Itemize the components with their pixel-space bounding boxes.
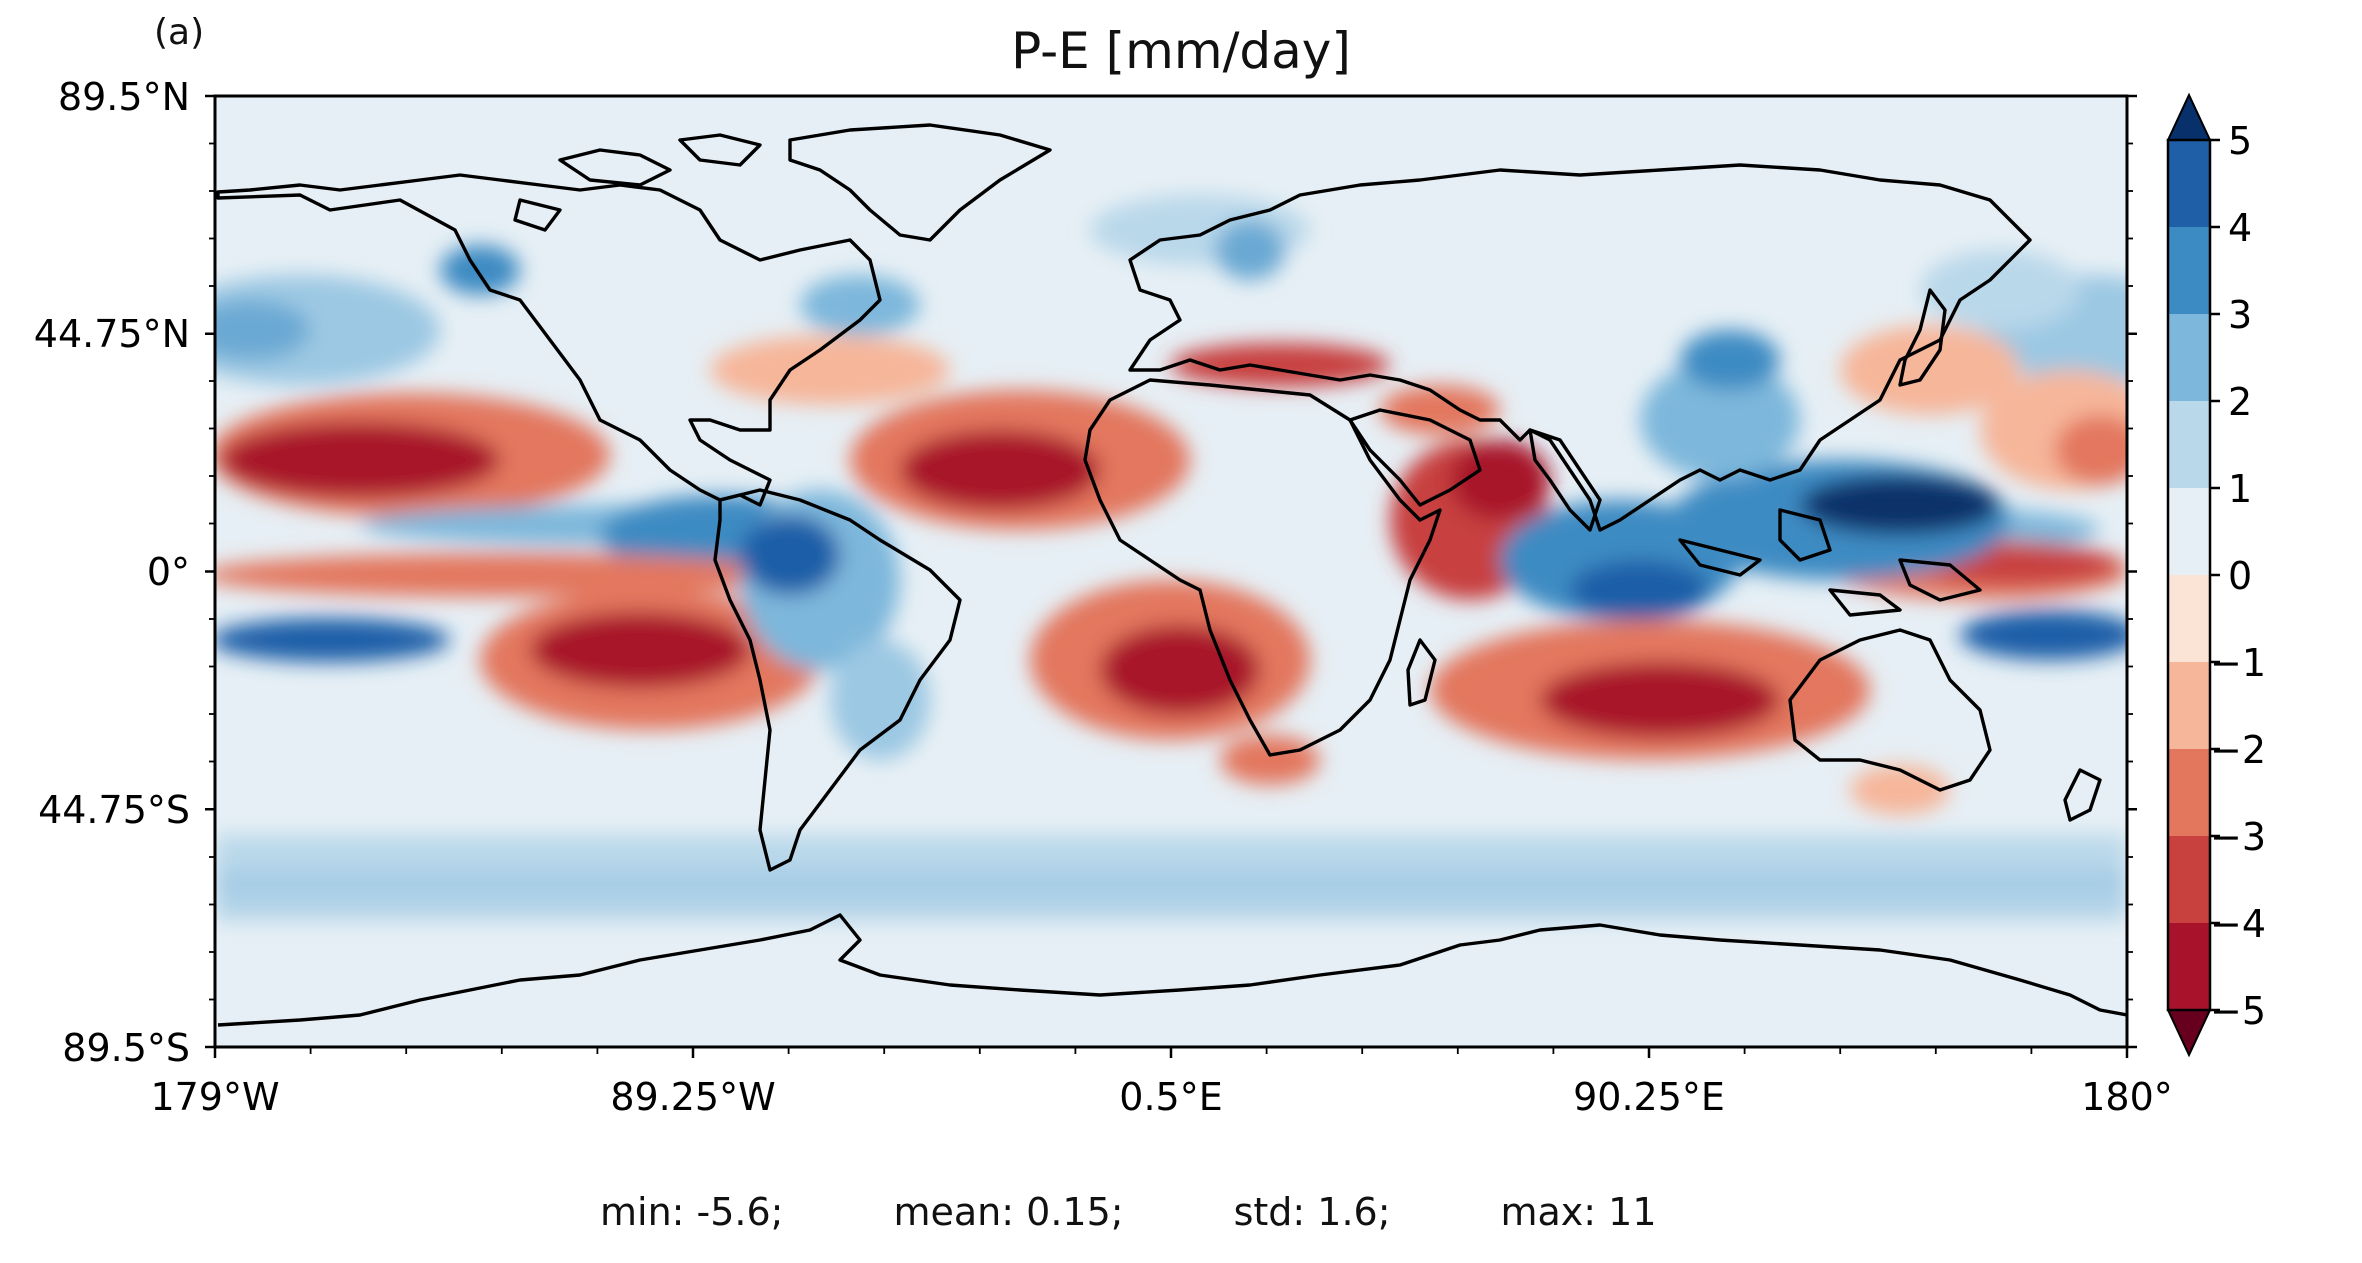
colorbar-tick-label: 4 [2228, 206, 2252, 250]
lat-tick-label: 89.5°S [62, 1026, 190, 1070]
coast-africa [1083, 378, 1442, 757]
colorbar-segment [2168, 314, 2210, 401]
stat-mean: mean: 0.15; [893, 1190, 1124, 1234]
colorbar-ticks [2210, 138, 2220, 1012]
colorbar-tick-label: −2 [2210, 728, 2266, 772]
lon-tick-label: 180° [2081, 1075, 2173, 1119]
stat-max: max: 11 [1500, 1190, 1657, 1234]
colorbar-tick-label: 1 [2228, 467, 2252, 511]
colorbar: 5 4 3 2 1 0 −1 −2 −3 −4 −5 [2166, 92, 2266, 1058]
colorbar-tick-labels: 5 4 3 2 1 0 −1 −2 −3 −4 −5 [2210, 119, 2266, 1033]
coast-antarctica [217, 913, 2127, 1027]
colorbar-segment [2168, 662, 2210, 749]
lat-tick-label: 44.75°N [34, 312, 190, 356]
coast-australia [1788, 628, 1992, 792]
colorbar-segment [2168, 227, 2210, 314]
coastlines [216, 123, 2127, 1027]
axis-ticks [205, 94, 2137, 1058]
colorbar-segment [2168, 749, 2210, 836]
colorbar-tick-label: 2 [2228, 380, 2252, 424]
stat-std: std: 1.6; [1233, 1190, 1391, 1234]
coast-madagascar [1406, 638, 1437, 707]
map-panel [213, 94, 2129, 1049]
colorbar-tick-label: 3 [2228, 293, 2252, 337]
axis-minor-ticks [209, 142, 2133, 1054]
coast-north-america [216, 173, 882, 507]
lat-tick-labels: 89.5°N 44.75°N 0° 44.75°S 89.5°S [34, 75, 190, 1070]
colorbar-tick-label: 0 [2228, 554, 2252, 598]
coast-japan [1898, 288, 1947, 387]
colorbar-segment [2168, 401, 2210, 488]
colorbar-segments [2166, 92, 2212, 1058]
colorbar-tick-label: −5 [2210, 989, 2266, 1033]
coast-south-america [713, 488, 962, 872]
lon-tick-label: 90.25°E [1573, 1075, 1725, 1119]
lon-tick-label: 179°W [150, 1075, 279, 1119]
stats-line: min: -5.6; mean: 0.15; std: 1.6; max: 11 [600, 1190, 1657, 1234]
lon-tick-labels: 179°W 89.25°W 0.5°E 90.25°E 180° [150, 1075, 2172, 1119]
map-title-text: P-E [mm/day] [1011, 22, 1351, 80]
lon-tick-label: 0.5°E [1119, 1075, 1222, 1119]
coast-new-zealand [2063, 768, 2102, 822]
colorbar-tick-label: −4 [2210, 902, 2266, 946]
lat-tick-label: 89.5°N [58, 75, 190, 119]
coast-arabia [1348, 408, 1482, 507]
colorbar-extend-min [2166, 1009, 2212, 1058]
map-title: P-E [mm/day] [0, 22, 2362, 80]
stat-min: min: -5.6; [600, 1190, 784, 1234]
colorbar-segment [2168, 836, 2210, 923]
colorbar-segment [2168, 923, 2210, 1010]
lat-tick-label: 0° [147, 550, 190, 594]
coast-maritime-continent [1678, 508, 1982, 617]
coast-eurasia [1128, 163, 2032, 532]
colorbar-tick-label: 5 [2228, 119, 2252, 163]
colorbar-segment [2168, 488, 2210, 575]
lon-tick-label: 89.25°W [610, 1075, 775, 1119]
colorbar-tick-label: −3 [2210, 815, 2266, 859]
lat-tick-label: 44.75°S [38, 788, 190, 832]
panel-label: (a) [154, 12, 205, 53]
colorbar-segment [2168, 575, 2210, 662]
colorbar-segment [2168, 140, 2210, 227]
coast-arctic-islands [513, 133, 762, 232]
colorbar-extend-max [2166, 92, 2212, 141]
coast-india [1528, 428, 1602, 532]
coast-greenland [788, 123, 1052, 242]
colorbar-tick-label: −1 [2210, 641, 2266, 685]
